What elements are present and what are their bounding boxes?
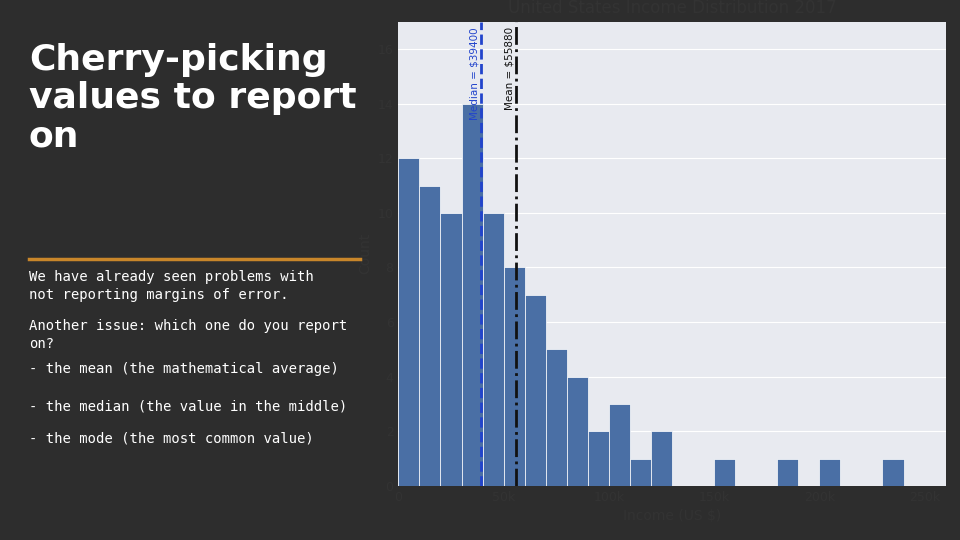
Bar — [566, 377, 588, 486]
Bar — [588, 431, 609, 486]
Text: Median = $39400: Median = $39400 — [469, 27, 480, 120]
Text: We have already seen problems with
not reporting margins of error.: We have already seen problems with not r… — [29, 270, 314, 302]
Bar — [651, 431, 672, 486]
Bar — [882, 458, 903, 486]
Y-axis label: Count: Count — [358, 233, 372, 274]
Text: Another issue: which one do you report
on?: Another issue: which one do you report o… — [29, 319, 348, 351]
Bar — [483, 213, 504, 486]
Bar — [714, 458, 735, 486]
Text: - the mode (the most common value): - the mode (the most common value) — [29, 432, 314, 446]
X-axis label: Income (US $): Income (US $) — [623, 509, 721, 523]
Text: Cherry-picking
values to report
on: Cherry-picking values to report on — [29, 43, 356, 153]
Bar — [441, 213, 462, 486]
Bar — [462, 104, 483, 486]
Bar — [630, 458, 651, 486]
Bar — [545, 349, 566, 486]
Text: Mean = $55880: Mean = $55880 — [504, 27, 515, 110]
Bar — [504, 267, 525, 486]
Text: - the mean (the mathematical average): - the mean (the mathematical average) — [29, 362, 339, 376]
Bar — [398, 158, 420, 486]
Bar — [420, 186, 441, 486]
Text: - the median (the value in the middle): - the median (the value in the middle) — [29, 400, 348, 414]
Bar — [778, 458, 799, 486]
Bar — [525, 295, 545, 486]
Bar — [819, 458, 840, 486]
Bar — [609, 404, 630, 486]
Title: United States Income Distribution 2017: United States Income Distribution 2017 — [508, 0, 836, 17]
